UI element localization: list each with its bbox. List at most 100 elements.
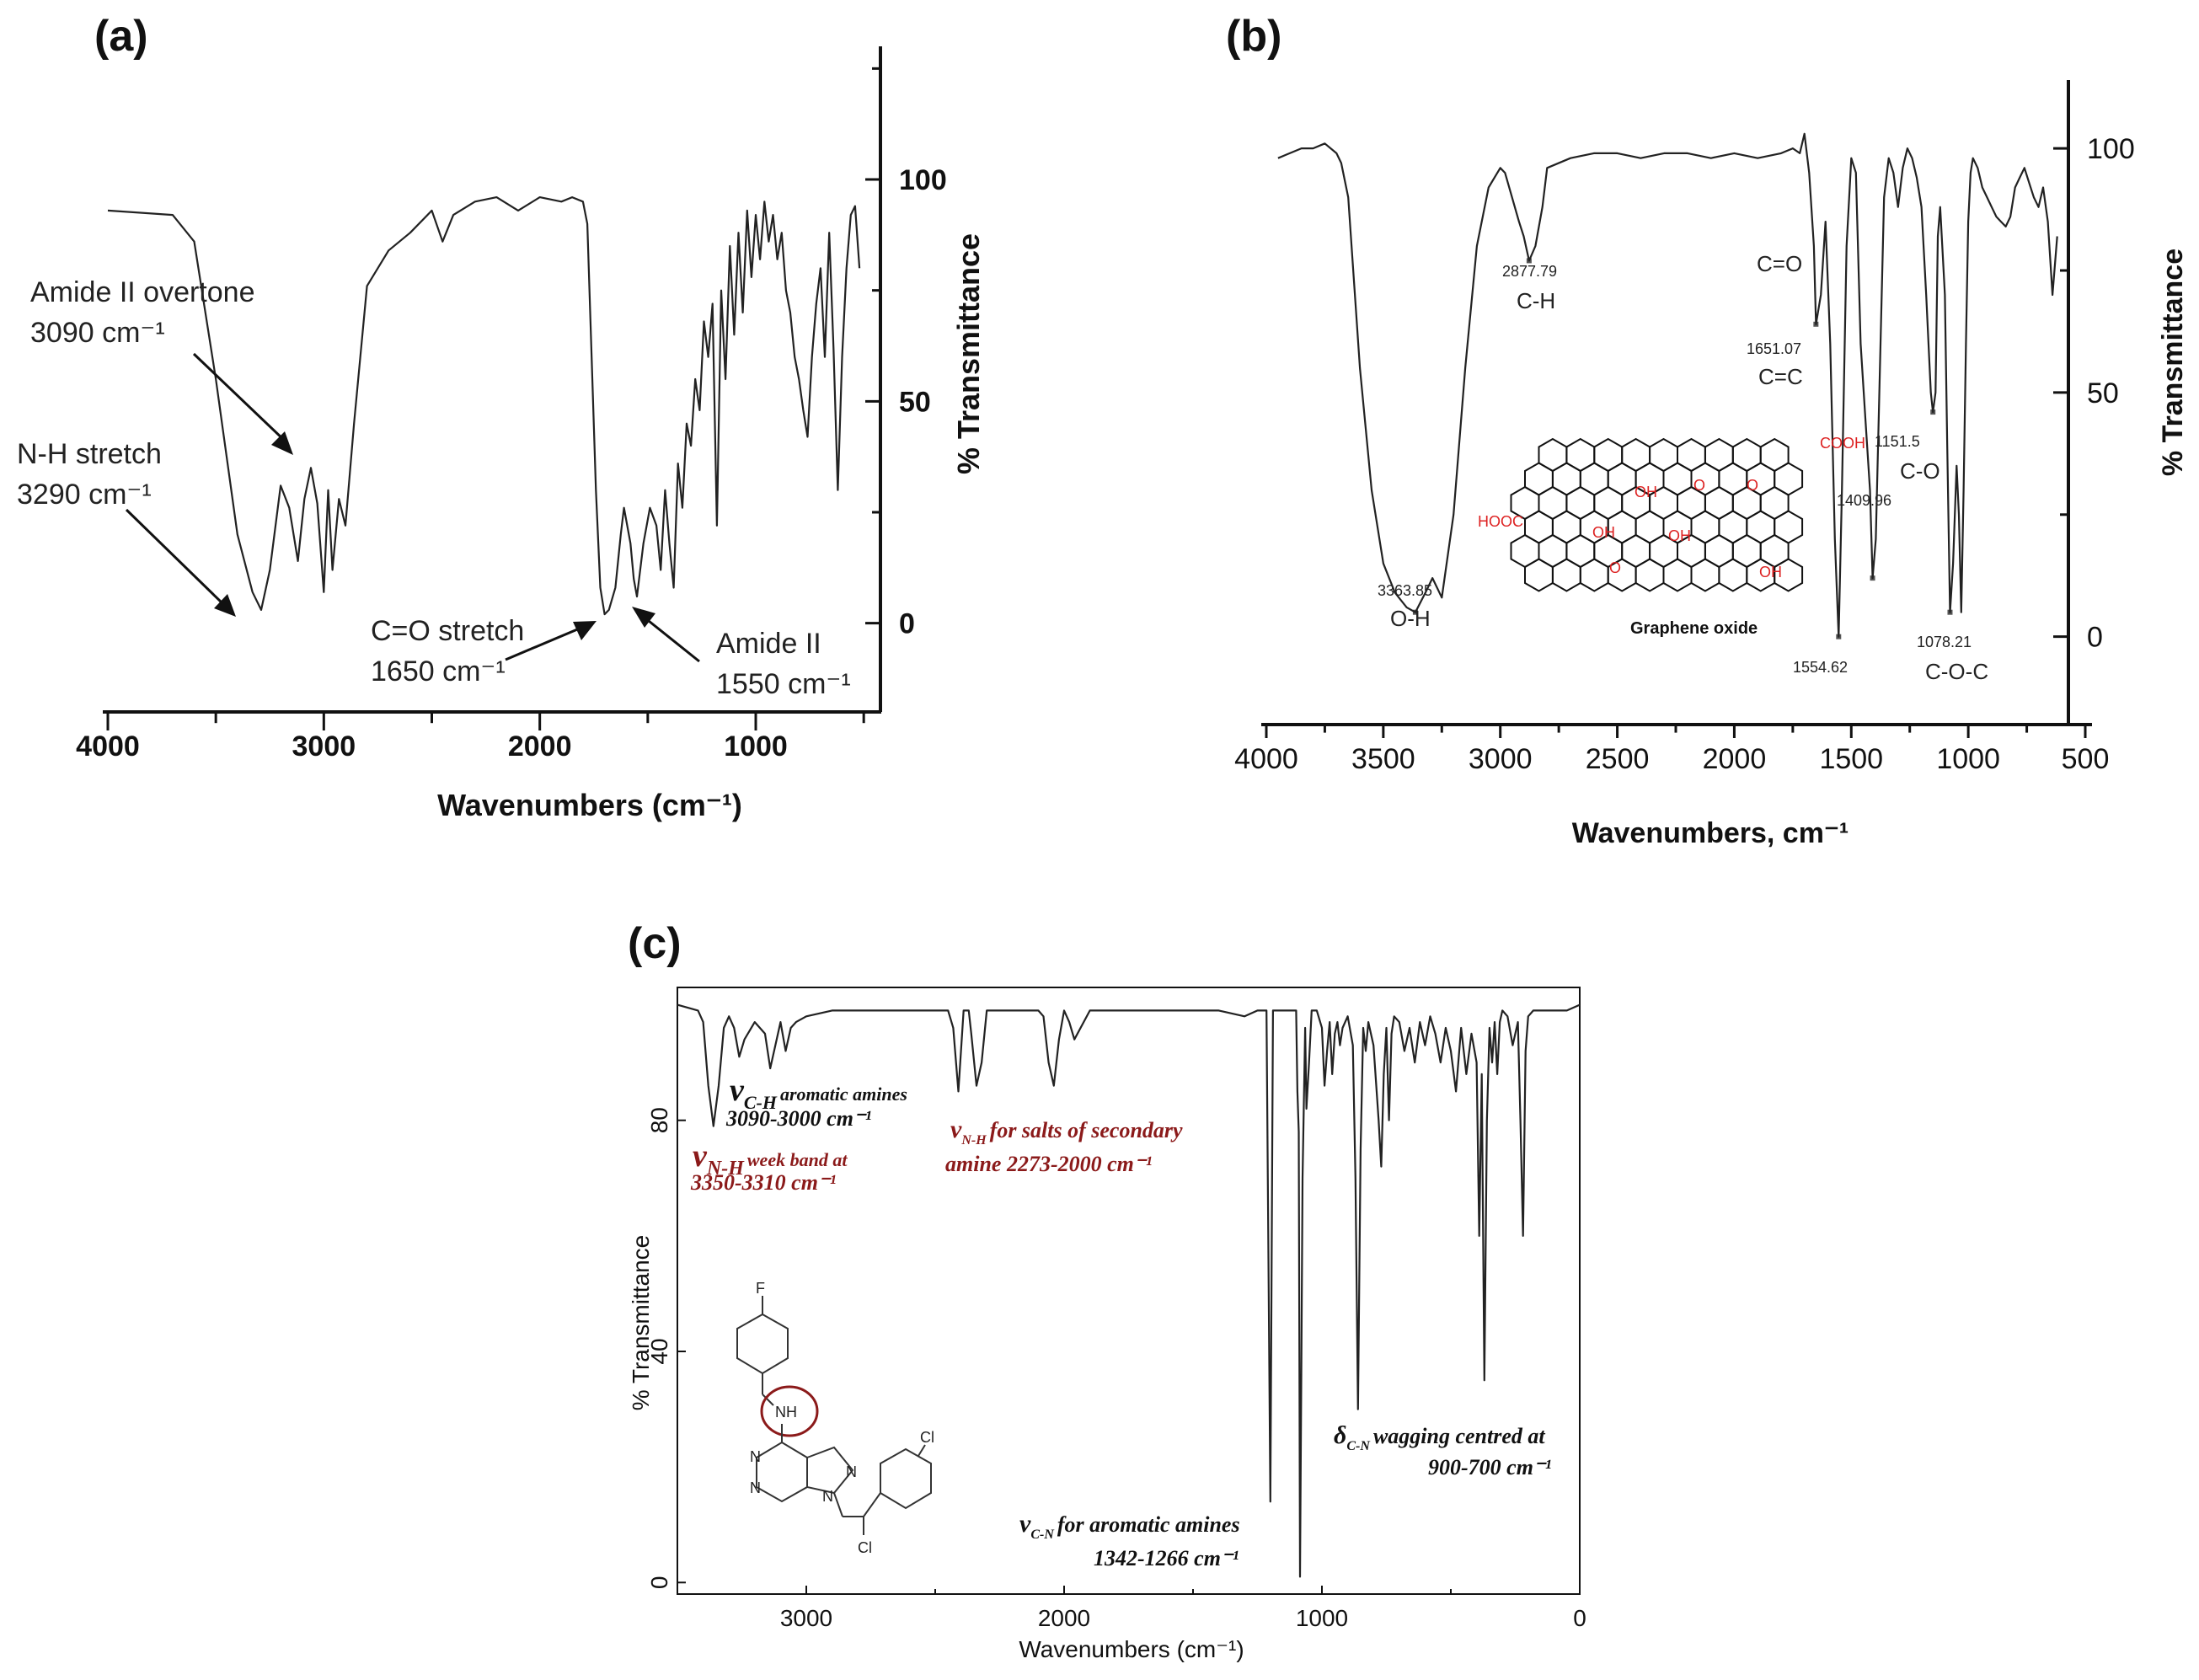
panel-c-ann-cn-aromatic-range: 1342-1266 cm⁻¹ [1094, 1546, 1239, 1570]
panel-c-y-tick-label: 0 [646, 1576, 672, 1589]
panel-b-x-tick-label: 1500 [1819, 743, 1883, 775]
panel-c-ann-nh-week: νN-H week band at [693, 1138, 848, 1180]
mol-label-n-1: N [750, 1448, 761, 1465]
mol-label-f: F [756, 1280, 765, 1297]
panel-b-graphene-oxide-structure: COOH HOOC OH OH OH OH O O O Graphene oxi… [1478, 435, 1865, 638]
panel-a-arrow-amide-ii [632, 607, 700, 663]
panel-a-y-tick-label: 50 [899, 386, 931, 418]
panel-a: (a) 4000 3000 2000 1000 0 50 100 Wavenumbers … [17, 12, 986, 822]
mol-label-n-3: N [846, 1463, 857, 1480]
mol-label-oh-2: OH [1592, 524, 1615, 541]
panel-c-x-tick-label: 2000 [1038, 1605, 1090, 1631]
graphene-hex-ring [1524, 558, 1554, 592]
panel-b-y-tick-label: 0 [2087, 622, 2103, 654]
panel-b-ann-co-double-label: C=O [1757, 251, 1802, 276]
panel-c-axes [677, 987, 1581, 1595]
panel-c-spectrum-line [677, 1003, 1581, 1578]
panel-c-ann-cn-wagging-range: 900-700 cm⁻¹ [1428, 1455, 1551, 1479]
mol-nh-highlight-circle [760, 1385, 819, 1437]
panel-b-inset-caption: Graphene oxide [1630, 619, 1758, 638]
panel-b-x-tick-label: 1000 [1936, 743, 2000, 775]
panel-a-ann-co-stretch: C=O stretch [371, 615, 524, 647]
graphene-hex-ring [1635, 558, 1665, 592]
panel-c-y-tick-label: 80 [646, 1107, 672, 1133]
panel-a-annotations: Amide II overtone 3090 cm⁻¹ N-H stretch … [17, 276, 851, 700]
mol-label-o-3: O [1609, 559, 1621, 576]
mol-ring-pyrazole [806, 1446, 854, 1495]
graphene-hex-ring [1774, 558, 1804, 592]
panel-b-ann-1651-value: 1651.07 [1747, 340, 1801, 357]
mol-label-cooh: COOH [1820, 435, 1865, 452]
panel-a-arrow-co-stretch [505, 621, 597, 661]
panel-b-x-axis-label: Wavenumbers, cm⁻¹ [1572, 817, 1849, 849]
panel-a-x-axis-label: Wavenumbers (cm⁻¹) [437, 788, 742, 822]
mol-label-cl-2: Cl [858, 1539, 872, 1556]
panel-a-ann-amide-ii-value: 1550 cm⁻¹ [716, 668, 851, 700]
panel-a-ann-nh-stretch: N-H stretch [17, 438, 162, 470]
panel-c-ann-nh-salts-range: amine 2273-2000 cm⁻¹ [945, 1152, 1152, 1176]
mol-label-hooc: HOOC [1478, 513, 1523, 530]
panel-a-x-tick-label: 1000 [724, 730, 788, 762]
panel-b-y-axis-label: % Transmittance [2157, 249, 2189, 476]
panel-c-x-tick-label: 1000 [1296, 1605, 1348, 1631]
panel-a-arrow-amide-ii-overtone [192, 352, 293, 455]
panel-b-x-ticks: 4000 3500 3000 2500 2000 1500 1000 500 [1234, 725, 2109, 775]
panel-a-ann-amide-ii-overtone-value: 3090 cm⁻¹ [30, 317, 165, 349]
panel-c-y-tick-label: 40 [646, 1338, 672, 1364]
panel-a-x-tick-label: 4000 [76, 730, 140, 762]
panel-c-molecule-structure [736, 1296, 932, 1535]
mol-label-o-2: O [1747, 477, 1758, 494]
panel-a-ann-nh-stretch-value: 3290 cm⁻¹ [17, 479, 152, 511]
panel-a-ann-amide-ii: Amide II [716, 628, 821, 660]
graphene-hex-ring [1662, 558, 1693, 592]
panel-b-ann-coc-label: C-O-C [1925, 659, 1988, 684]
mol-ring-pyrimidine [756, 1441, 808, 1503]
panel-b-ann-1554-value: 1554.62 [1793, 659, 1848, 676]
graphene-hex-ring [1718, 558, 1748, 592]
panel-b-x-tick-label: 3000 [1469, 743, 1533, 775]
panel-b-y-tick-label: 100 [2087, 133, 2135, 165]
panel-c-y-axis-label: % Transmittance [628, 1235, 654, 1411]
panel-b-ann-ch-label: C-H [1517, 288, 1555, 313]
panel-c-molecule-labels: F NH N N N N Cl Cl [750, 1280, 934, 1556]
graphene-hex-ring [1579, 558, 1609, 592]
panel-a-label: (a) [94, 12, 148, 61]
panel-c: (c) 3000 2000 1000 0 0 40 80 Wavenumbers (cm⁻… [628, 919, 1586, 1662]
mol-label-oh-4: OH [1759, 564, 1782, 581]
panel-b-y-tick-label: 50 [2087, 377, 2119, 409]
panel-c-ann-nh-week-range: 3350-3310 cm⁻¹ [690, 1170, 836, 1195]
panel-a-x-ticks: 4000 3000 2000 1000 [76, 712, 865, 762]
panel-a-y-ticks: 0 50 100 [865, 67, 947, 640]
panel-b-ann-2877-value: 2877.79 [1502, 263, 1557, 280]
mol-ring-chlorophenyl [880, 1447, 932, 1510]
panel-c-x-tick-label: 3000 [780, 1605, 832, 1631]
panel-c-ann-cn-wagging: δC-N wagging centred at [1334, 1421, 1545, 1453]
panel-a-y-tick-label: 100 [899, 164, 947, 196]
panel-b-ann-1151-value: 1151.5 [1875, 433, 1920, 450]
panel-b-ann-1078-value: 1078.21 [1917, 634, 1972, 650]
mol-label-oh-1: OH [1635, 484, 1657, 500]
panel-c-annotations: νC-H aromatic amines 3090-3000 cm⁻¹ νN-H w… [690, 1073, 1551, 1570]
panel-a-y-axis-label: % Transmittance [951, 233, 986, 474]
panel-a-ann-co-stretch-value: 1650 cm⁻¹ [371, 655, 506, 688]
mol-label-nh: NH [775, 1404, 797, 1421]
panel-c-ann-nh-salts: νN-H for salts of secondary [950, 1116, 1183, 1148]
panel-c-ann-ch-range: 3090-3000 cm⁻¹ [725, 1106, 871, 1131]
panel-c-label: (c) [628, 919, 682, 968]
panel-b-ann-oh-label: O-H [1390, 606, 1431, 631]
panel-c-ann-ch: νC-H aromatic amines [730, 1073, 907, 1113]
panel-a-spectrum-line [107, 196, 861, 616]
mol-label-cl-1: Cl [920, 1429, 934, 1446]
panel-a-axes [103, 46, 882, 714]
panel-c-y-ticks: 0 40 80 [646, 1107, 686, 1589]
mol-ring-fluorophenyl [736, 1313, 789, 1375]
graphene-hex-ring [1551, 558, 1581, 592]
panel-a-arrow-nh-stretch [125, 508, 236, 617]
panel-c-ann-cn-aromatic: νC-N for aromatic amines [1019, 1510, 1240, 1542]
panel-b-x-tick-label: 2000 [1703, 743, 1767, 775]
panel-b-ann-3363-value: 3363.85 [1378, 582, 1432, 599]
panel-b-annotations: 2877.79 C-H 3363.85 O-H C=O 1651.07 C=C … [1378, 251, 1988, 684]
graphene-hex-ring [1690, 558, 1720, 592]
panel-b-y-ticks: 0 50 100 [2053, 133, 2135, 654]
panel-b-ann-cc-label: C=C [1758, 364, 1803, 389]
